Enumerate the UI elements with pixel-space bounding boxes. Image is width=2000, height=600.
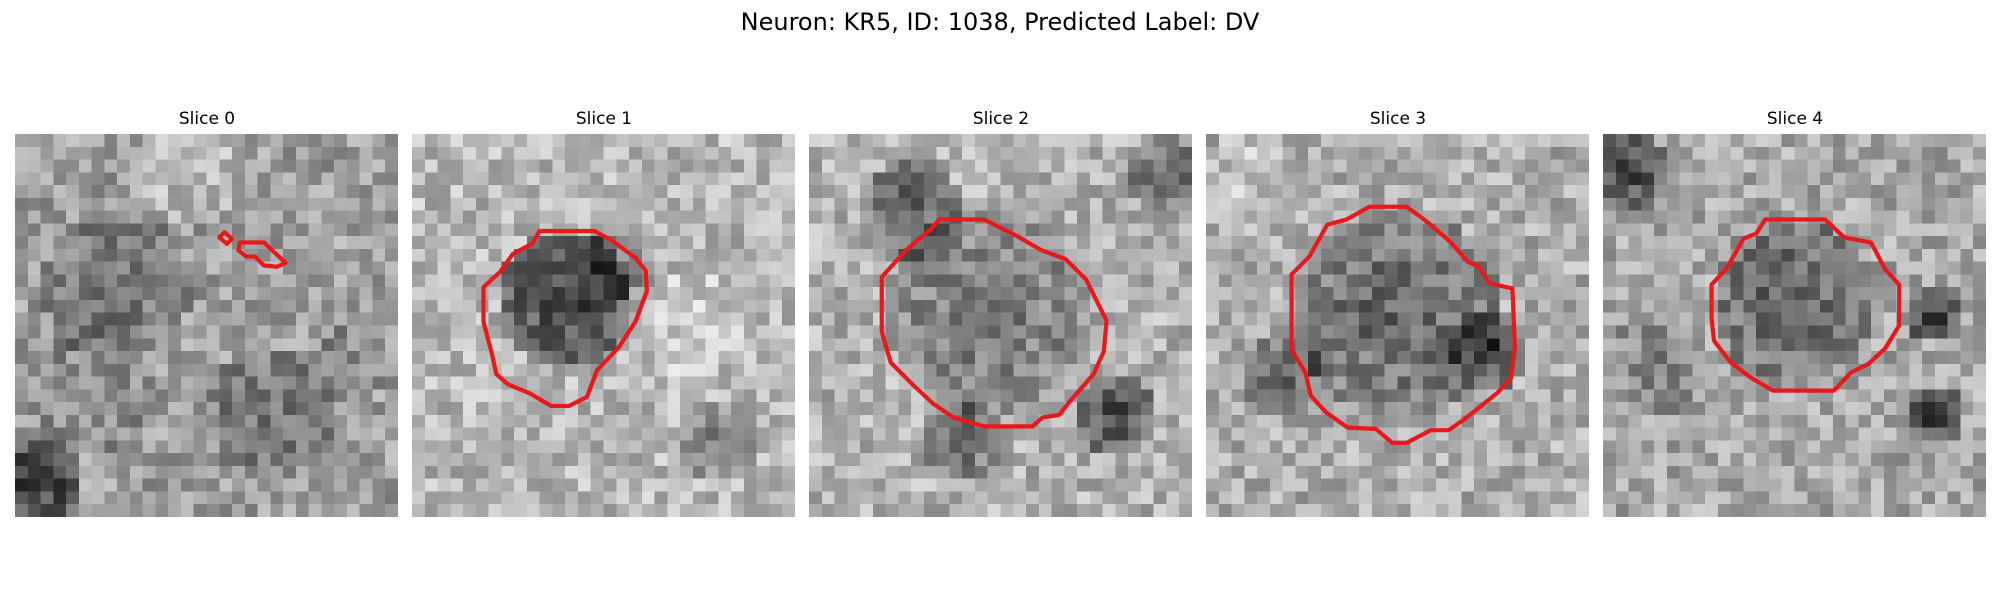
- contour-outline: [236, 240, 288, 269]
- slice-title-0: Slice 0: [178, 109, 236, 129]
- contour-outline: [1709, 217, 1902, 393]
- contour-marker: [217, 230, 235, 246]
- slice-title-3: Slice 3: [1369, 109, 1427, 129]
- slice-image-4: [1603, 134, 1986, 517]
- slice-image-1: [412, 134, 795, 517]
- slice-image-2: [809, 134, 1192, 517]
- contour-outline: [1289, 204, 1518, 446]
- slice-image-3: [1206, 134, 1589, 517]
- contour-outline: [879, 217, 1109, 429]
- slice-title-1: Slice 1: [575, 109, 633, 129]
- figure-title: Neuron: KR5, ID: 1038, Predicted Label: …: [740, 8, 1260, 36]
- slice-title-2: Slice 2: [972, 109, 1030, 129]
- slice-image-0: [15, 134, 398, 517]
- contour-outline: [481, 228, 650, 409]
- slice-title-4: Slice 4: [1766, 109, 1824, 129]
